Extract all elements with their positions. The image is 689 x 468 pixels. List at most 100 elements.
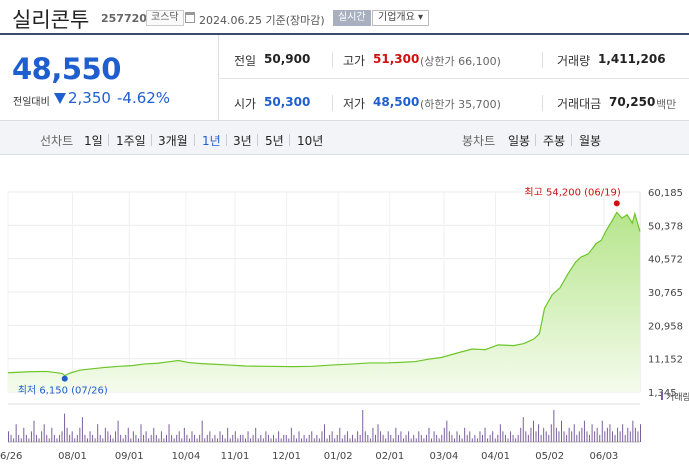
volume-bar — [140, 424, 142, 442]
volume-bar — [359, 434, 361, 442]
volume-bar — [433, 431, 435, 442]
volume-bar — [548, 434, 550, 442]
volume-bar — [374, 434, 376, 442]
volume-bar — [130, 438, 132, 442]
volume-bar — [53, 434, 55, 442]
volume-bar — [553, 410, 555, 442]
header-divider — [0, 33, 689, 35]
quote-col-divider — [332, 95, 333, 111]
volume-bar — [237, 438, 239, 442]
volume-bar — [410, 438, 412, 442]
volume-bar — [369, 438, 371, 442]
price-divider — [218, 35, 219, 120]
period-1d[interactable]: 1일 — [84, 134, 103, 148]
volume-bar — [400, 431, 402, 442]
volume-bar — [308, 434, 310, 442]
period-bar — [0, 120, 689, 155]
period-1y[interactable]: 1년 — [202, 134, 221, 148]
volume-bar — [232, 434, 234, 442]
volume-bar — [420, 434, 422, 442]
volume-bar — [181, 438, 183, 442]
volume-bar — [158, 438, 160, 442]
quote-col-divider — [332, 52, 333, 68]
volume-bar — [99, 434, 101, 442]
volume-bar — [606, 427, 608, 442]
quote-row-divider — [218, 78, 689, 79]
volume-bar — [329, 434, 331, 442]
market-badge: 코스닥 — [146, 10, 184, 26]
volume-bar — [326, 438, 328, 442]
candle-weekly[interactable]: 주봉 — [543, 134, 566, 148]
period-5y[interactable]: 5년 — [265, 134, 284, 148]
volume-bar — [515, 438, 517, 442]
volume-bar — [71, 431, 73, 442]
volume-bar — [183, 427, 185, 442]
volume-bar — [58, 434, 60, 442]
volume-bar — [601, 420, 603, 442]
low-point-marker — [61, 375, 68, 382]
company-overview-button[interactable]: 기업개요 ▾ — [372, 10, 429, 26]
volume-bar — [69, 434, 71, 442]
volume-bar — [135, 434, 137, 442]
live-badge[interactable]: 실시간 — [333, 10, 371, 26]
volume-bar — [150, 434, 152, 442]
volume-bar — [382, 434, 384, 442]
volume-bar — [596, 427, 598, 442]
volume-bar — [507, 438, 509, 442]
volume-bar — [120, 434, 122, 442]
period-3y[interactable]: 3년 — [233, 134, 252, 148]
volume-bar — [423, 438, 425, 442]
volume-bar — [324, 424, 325, 442]
volume-bar — [38, 438, 40, 442]
stock-code: 257720 — [101, 12, 147, 25]
volume-bar — [301, 438, 303, 442]
volume-bar — [459, 434, 461, 442]
volume-bar — [466, 434, 468, 442]
volume-bar — [260, 434, 262, 442]
volume-bar — [571, 431, 573, 442]
volume-bar — [482, 434, 483, 442]
volume-bar — [550, 424, 552, 442]
volume-bar — [97, 424, 99, 442]
volume-bar — [176, 434, 178, 442]
volume-bar — [255, 427, 257, 442]
volume-legend-label: 거래량 — [666, 391, 689, 403]
volume-bar — [573, 424, 575, 442]
volume-bar — [227, 427, 229, 442]
volume-bar — [344, 434, 346, 442]
amount-unit: 백만 — [656, 98, 677, 111]
volume-bar — [436, 434, 438, 442]
current-price: 48,550 — [12, 52, 121, 86]
period-3m[interactable]: 3개월 — [158, 134, 188, 148]
volume-bar — [476, 438, 478, 442]
volume-bar — [367, 434, 369, 442]
volume-bar — [520, 427, 522, 442]
period-10y[interactable]: 10년 — [297, 134, 324, 148]
volume-bar — [41, 431, 43, 442]
candle-daily[interactable]: 일봉 — [508, 134, 531, 148]
volume-bar — [280, 438, 282, 442]
volume-bar — [614, 434, 616, 442]
candle-monthly[interactable]: 월봉 — [579, 134, 602, 148]
x-tick-label: 02/01 — [375, 451, 404, 462]
volume-bar — [303, 434, 305, 442]
volume-bar — [397, 434, 399, 442]
volume-bar — [15, 424, 17, 442]
volume-bar — [611, 431, 613, 442]
lower-limit: (하한가 35,700) — [420, 98, 501, 111]
volume-bar — [632, 420, 634, 442]
volume-bar — [364, 431, 366, 442]
amount-label: 거래대금 — [557, 97, 602, 111]
volume-bar — [604, 431, 606, 442]
y-tick-label: 50,378 — [648, 221, 683, 232]
volume-bar — [640, 424, 641, 442]
volume-bar — [377, 424, 379, 442]
volume-bar — [346, 431, 348, 442]
volume-bar — [446, 420, 448, 442]
volume-bar — [372, 427, 374, 442]
prev-close-value: 50,900 — [264, 52, 311, 66]
x-tick-label: 08/01 — [58, 451, 87, 462]
volume-bar — [576, 434, 578, 442]
volume-bar — [489, 434, 491, 442]
period-1w[interactable]: 1주일 — [116, 134, 146, 148]
